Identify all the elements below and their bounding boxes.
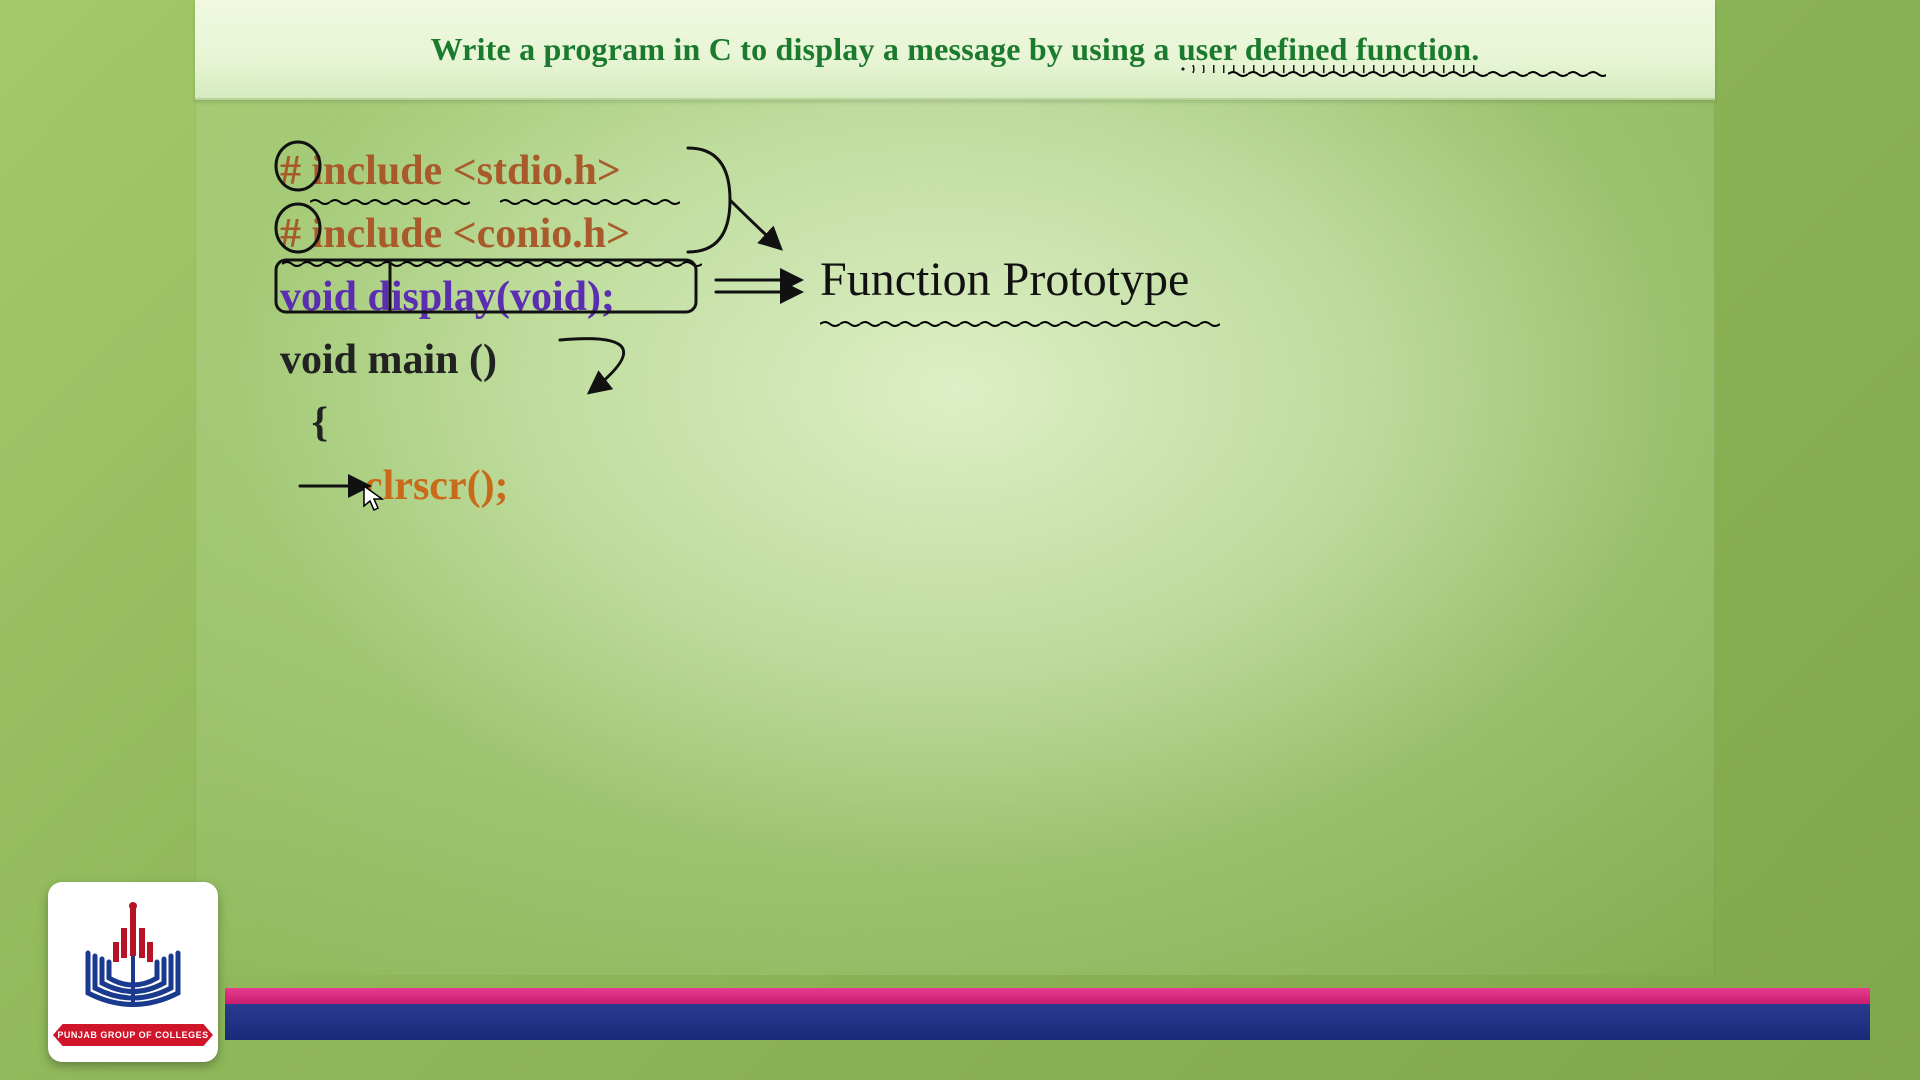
code-line: # include <stdio.h> bbox=[280, 140, 630, 203]
footer-stripe bbox=[225, 988, 1870, 1040]
code-block: # include <stdio.h> # include <conio.h> vo… bbox=[280, 140, 630, 518]
code-token: void bbox=[280, 274, 368, 320]
logo-card: PUNJAB GROUP OF COLLEGES bbox=[48, 882, 218, 1062]
code-wavy-underline bbox=[282, 260, 702, 268]
code-token: void main () bbox=[280, 337, 497, 383]
slide-stage: Write a program in C to display a messag… bbox=[0, 0, 1920, 1080]
code-token: # include <stdio.h> bbox=[280, 148, 621, 194]
code-line: { bbox=[280, 392, 630, 455]
college-logo-icon bbox=[73, 898, 193, 1018]
code-wavy-underline bbox=[500, 198, 680, 206]
code-token: # include <conio.h> bbox=[280, 211, 630, 257]
title-pre: Write a program in C to display a messag… bbox=[431, 31, 1178, 67]
code-token: ( bbox=[496, 274, 510, 320]
code-token: { bbox=[280, 400, 328, 446]
code-token: ) bbox=[587, 274, 601, 320]
logo-ribbon: PUNJAB GROUP OF COLLEGES bbox=[53, 1024, 213, 1046]
stripe-pink bbox=[225, 988, 1870, 1004]
code-line: clrscr(); bbox=[280, 455, 630, 518]
code-token: display bbox=[368, 274, 496, 320]
code-token: void bbox=[510, 274, 587, 320]
code-wavy-underline bbox=[310, 198, 470, 206]
slide-header: Write a program in C to display a messag… bbox=[195, 0, 1715, 100]
code-line: void display(void); bbox=[280, 266, 630, 329]
slide-title: Write a program in C to display a messag… bbox=[431, 31, 1480, 68]
code-token: ; bbox=[601, 274, 615, 320]
code-line: # include <conio.h> bbox=[280, 203, 630, 266]
handwriting-function-prototype: Function Prototype bbox=[820, 252, 1189, 307]
code-token: clrscr(); bbox=[280, 463, 509, 509]
title-underlined: user defined function. bbox=[1178, 31, 1480, 67]
stripe-blue bbox=[225, 1004, 1870, 1040]
title-wavy-underline bbox=[1228, 70, 1606, 78]
code-line: void main () bbox=[280, 329, 630, 392]
mouse-cursor-icon bbox=[362, 484, 386, 512]
handwriting-wavy-underline bbox=[820, 320, 1220, 328]
